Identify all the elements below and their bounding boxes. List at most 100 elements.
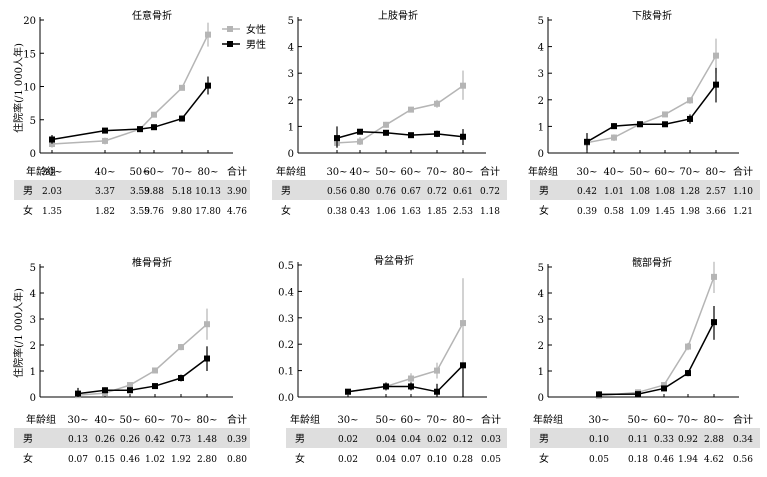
table-cell: 0.05 [589, 455, 609, 465]
data-point [178, 344, 184, 351]
series-line [336, 130, 464, 139]
y-tick-label: 4 [538, 289, 544, 300]
series-line [51, 34, 209, 145]
table-row-label: 女 [539, 204, 549, 217]
data-point [383, 121, 389, 128]
table-cell: 3.90 [227, 187, 247, 197]
x-tick-label: 合计 [227, 165, 247, 178]
y-tick-label: 4 [538, 43, 544, 54]
data-point [685, 343, 691, 350]
table-row-label: 男 [539, 433, 549, 445]
data-point [151, 111, 157, 118]
table-cell: 2.57 [706, 187, 726, 197]
data-point [102, 387, 108, 394]
x-tick-label: 50~ [375, 415, 396, 426]
table-cell: 0.10 [589, 435, 609, 445]
y-tick-label: 1 [288, 122, 294, 133]
x-tick-label: 合计 [733, 413, 753, 426]
data-point [460, 320, 466, 327]
data-point [408, 132, 414, 139]
data-point [49, 136, 55, 143]
data-point [204, 355, 210, 362]
legend-label-male: 男性 [246, 38, 266, 51]
x-tick-label: 40~ [94, 167, 115, 178]
chart-title: 椎骨骨折 [132, 256, 172, 269]
table-cell: 0.33 [654, 435, 674, 445]
table-row-label: 男 [281, 185, 291, 197]
y-tick-label: 3 [288, 69, 294, 80]
data-point [205, 82, 211, 89]
data-point [102, 137, 108, 144]
table-cell: 3.59 [130, 207, 150, 217]
data-point [661, 385, 667, 392]
data-point [635, 391, 641, 398]
y-tick-label: 0.3 [278, 314, 294, 325]
table-cell: 2.88 [704, 435, 724, 445]
data-point [662, 121, 668, 128]
chart-panel: 下肢骨折 0 1 2 3 4 5 年龄组 30~ 40~ 50~ 60~ 70~ 80~ 合计男 0.42 1.… [528, 9, 760, 217]
table-row-label: 女 [281, 204, 291, 217]
series-line [336, 85, 464, 144]
x-tick-label: 合计 [227, 413, 247, 426]
table-cell: 2.53 [453, 207, 473, 217]
y-tick-label: 3 [30, 315, 36, 326]
table-row-label: 男 [295, 433, 305, 445]
x-tick-label: 50~ [129, 167, 150, 178]
series-line [347, 322, 464, 393]
table-cell: 0.10 [427, 455, 447, 465]
chart-title: 任意骨折 [132, 9, 172, 22]
data-point [713, 52, 719, 59]
y-tick-label: 5 [538, 263, 544, 274]
table-cell: 0.72 [480, 187, 500, 197]
data-point [151, 124, 157, 131]
y-tick-label: 4 [288, 43, 294, 54]
series-line [598, 321, 715, 396]
data-point [383, 129, 389, 136]
data-point [152, 367, 158, 374]
y-tick-label: 3 [538, 315, 544, 326]
x-tick-label: 40~ [603, 167, 624, 178]
table-cell: 1.08 [655, 187, 675, 197]
data-point [611, 123, 617, 130]
table-cell: 0.12 [453, 435, 473, 445]
y-tick-label: 0.2 [278, 340, 294, 351]
x-tick-label: 合计 [480, 165, 500, 178]
table-cell: 0.72 [427, 187, 447, 197]
table-cell: 0.02 [338, 455, 358, 465]
data-point [49, 141, 55, 148]
data-point [408, 383, 414, 390]
x-tick-label: 80~ [197, 167, 218, 178]
y-tick-label: 5 [30, 116, 36, 127]
table-cell: 0.28 [453, 455, 473, 465]
y-tick-label: 0.4 [278, 287, 294, 298]
x-tick-label: 40~ [349, 167, 370, 178]
chart-panel: 骨盆骨折 0.0 0.1 0.2 0.3 0.4 0.5 年龄组 30~ 50~ 60~ 70~ 80~… [278, 254, 507, 465]
data-point [611, 134, 617, 141]
x-axis-label: 年龄组 [26, 165, 56, 178]
table-cell: 17.80 [195, 207, 221, 217]
x-tick-label: 30~ [337, 415, 358, 426]
table-cell: 0.39 [577, 207, 597, 217]
chart-panel: 髋部骨折 0 1 2 3 4 5 年龄组 30~ 50~ 60~ 70~ 80~ 合计男 0.10 0.11 0… [530, 256, 760, 465]
y-tick-label: 0 [30, 393, 36, 404]
x-axis-label: 年龄组 [276, 165, 306, 178]
table-cell: 0.58 [604, 207, 624, 217]
table-cell: 0.92 [678, 435, 698, 445]
data-point [584, 138, 590, 145]
table-cell: 0.34 [733, 435, 753, 445]
table-cell: 0.07 [68, 455, 88, 465]
y-tick-label: 0.1 [278, 367, 294, 378]
x-tick-label: 70~ [679, 167, 700, 178]
table-cell: 0.07 [401, 455, 421, 465]
y-tick-label: 3 [538, 69, 544, 80]
series-line [77, 323, 208, 396]
y-tick-label: 5 [538, 16, 544, 27]
x-tick-label: 30~ [326, 167, 347, 178]
chart-title: 骨盆骨折 [374, 254, 414, 267]
table-cell: 1.85 [427, 207, 447, 217]
x-tick-label: 80~ [703, 415, 724, 426]
data-point [434, 130, 440, 137]
table-cell: 1.18 [480, 207, 500, 217]
